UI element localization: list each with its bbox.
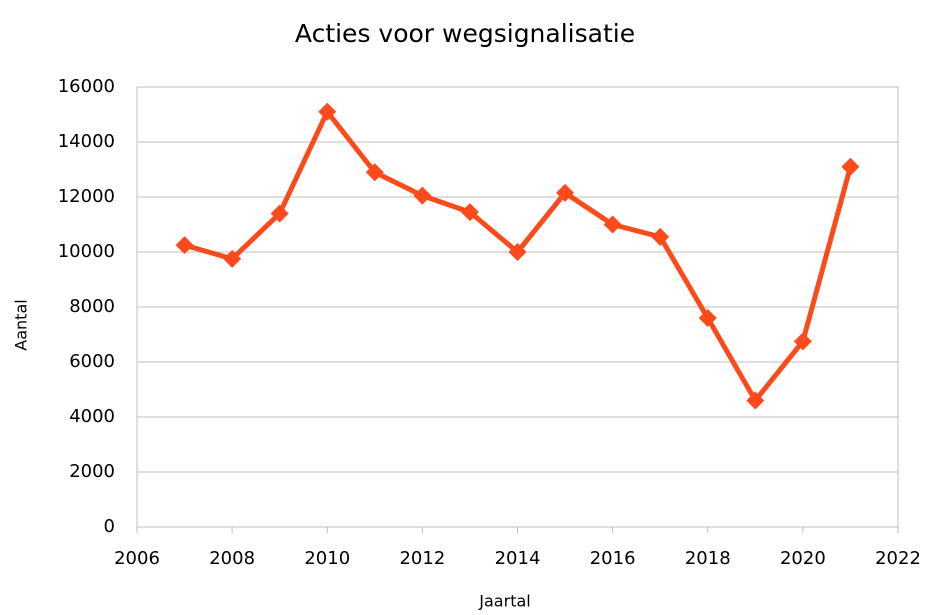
chart-title: Acties voor wegsignalisatie (295, 19, 635, 48)
data-point (175, 236, 194, 255)
y-tick-label: 10000 (58, 241, 115, 262)
data-point (793, 332, 812, 351)
y-tick-label: 2000 (69, 461, 115, 482)
data-point (270, 204, 289, 223)
x-tick-label: 2010 (304, 548, 350, 569)
y-tick-label: 14000 (58, 131, 115, 152)
x-tick-label: 2008 (209, 548, 255, 569)
x-tick-label: 2022 (875, 548, 921, 569)
data-point (651, 227, 670, 246)
x-tick-label: 2016 (590, 548, 636, 569)
data-point (746, 391, 765, 410)
data-point (508, 243, 527, 261)
y-tick-label: 16000 (58, 76, 115, 97)
x-tick-label: 2006 (114, 548, 160, 569)
data-point (698, 309, 717, 327)
x-axis-label: Jaartal (478, 592, 530, 611)
y-tick-label: 12000 (58, 186, 115, 207)
x-tick-label: 2012 (399, 548, 445, 569)
y-tick-label: 4000 (69, 406, 115, 427)
x-tick-label: 2018 (685, 548, 731, 569)
data-point (460, 203, 479, 222)
y-tick-label: 0 (104, 516, 115, 537)
data-point (365, 163, 384, 182)
data-point (223, 249, 242, 268)
x-tick-label: 2014 (495, 548, 541, 569)
data-point (841, 157, 860, 176)
y-axis-label: Aantal (12, 299, 31, 350)
x-tick-label: 2020 (780, 548, 826, 569)
y-tick-label: 6000 (69, 351, 115, 372)
y-tick-label: 8000 (69, 296, 115, 317)
data-point (603, 215, 622, 234)
data-point (318, 102, 337, 121)
data-point (556, 183, 575, 202)
data-point (413, 186, 432, 205)
